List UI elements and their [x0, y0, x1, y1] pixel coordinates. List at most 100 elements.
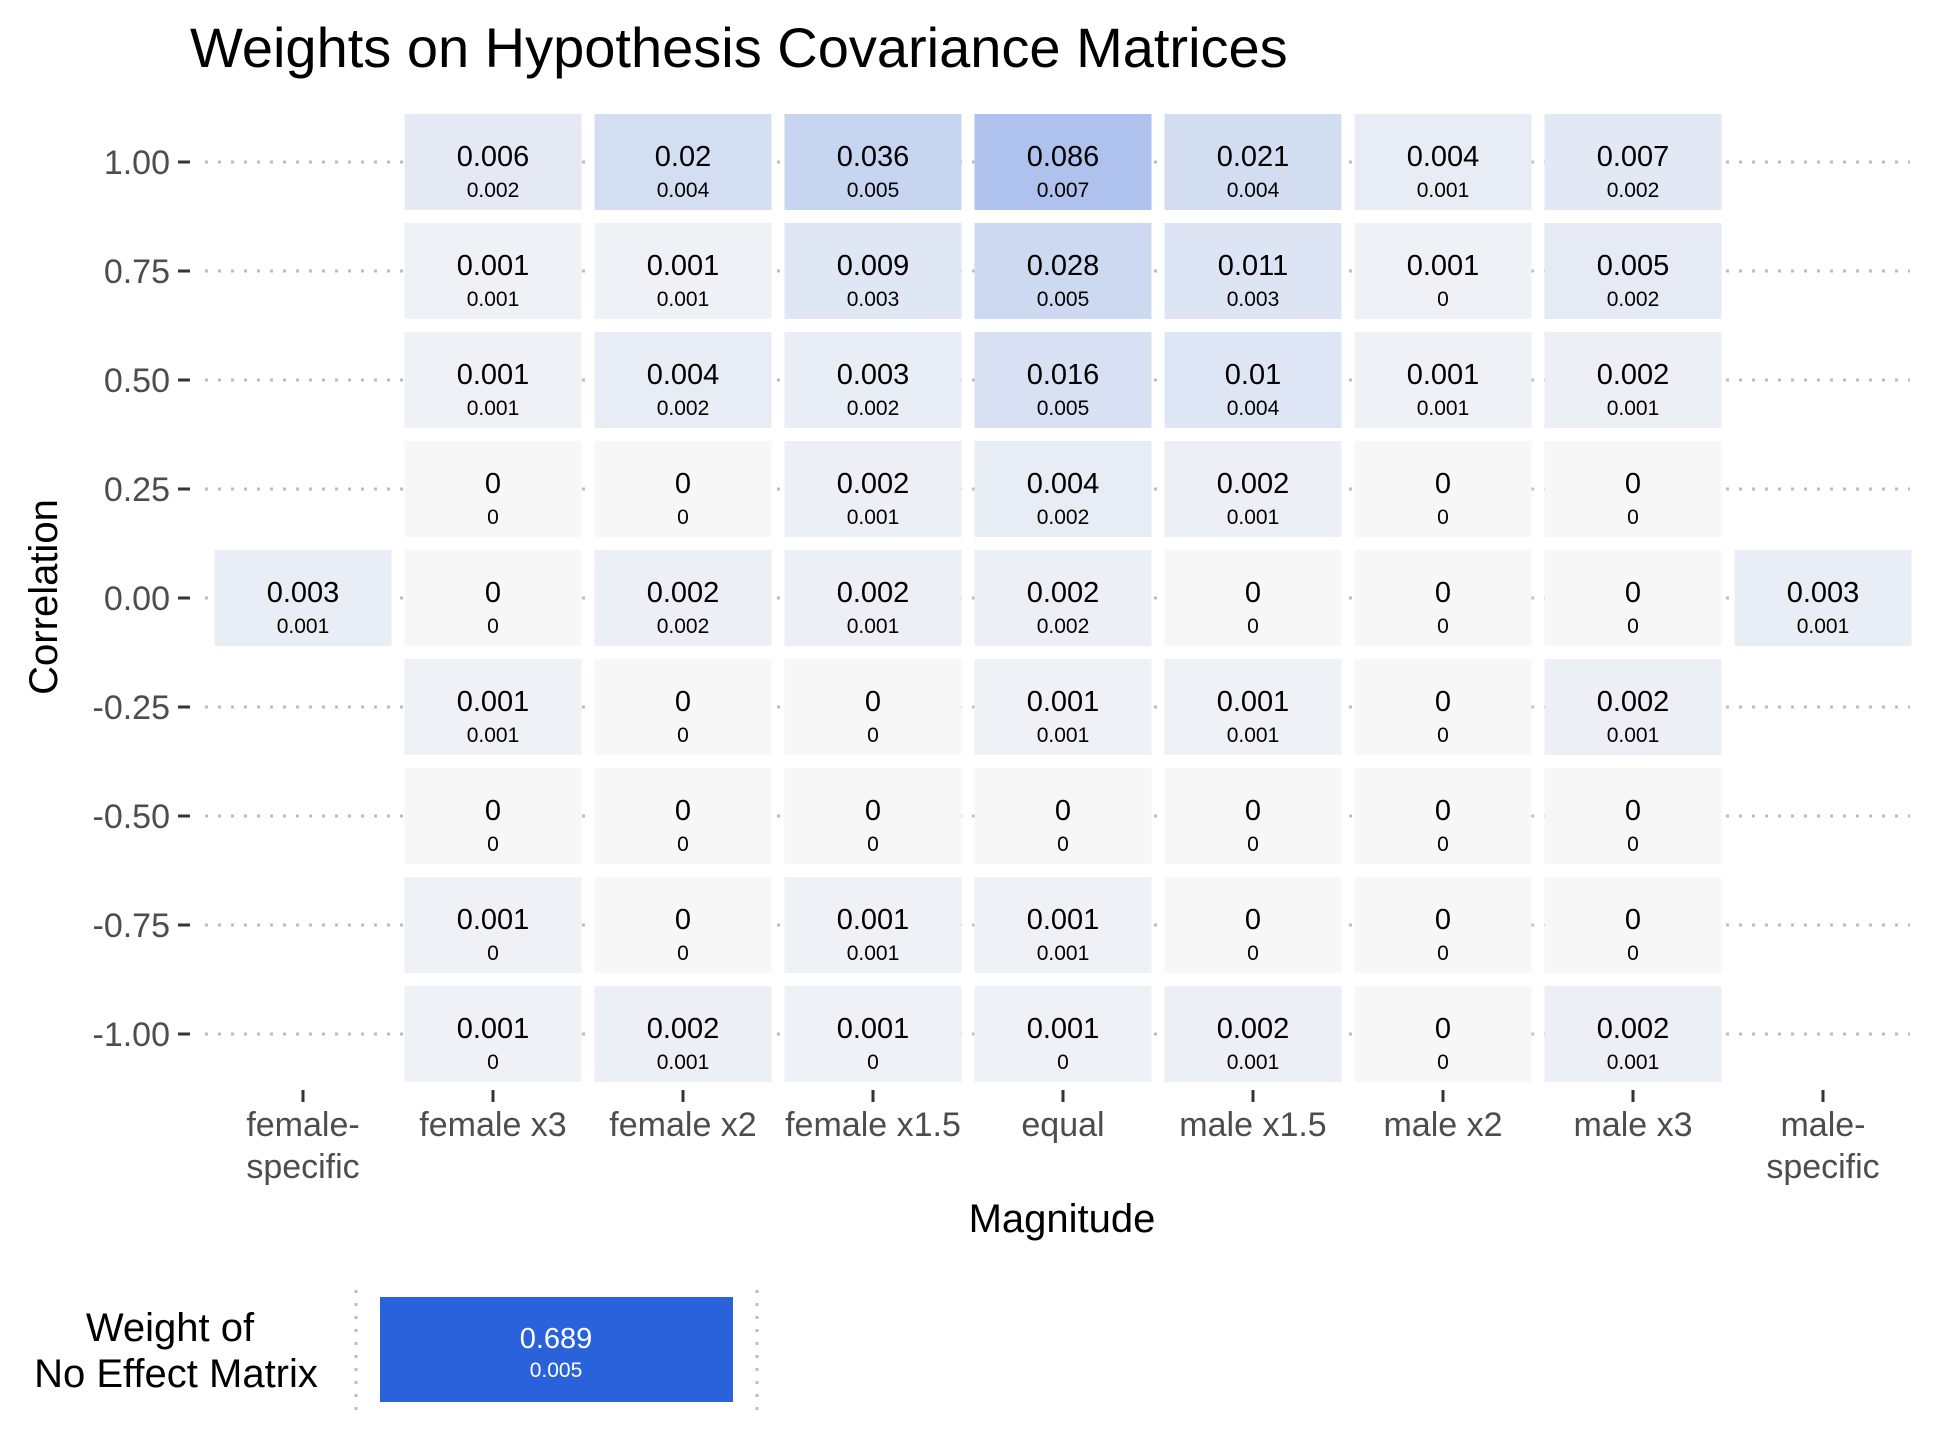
- cell-value-label: 0: [865, 686, 881, 718]
- cell-rect: [1544, 441, 1722, 537]
- cell-sub-label: 0.001: [1607, 397, 1660, 420]
- heatmap-cell: 0.002 0.001: [1164, 441, 1342, 537]
- cell-sub-label: 0.001: [847, 615, 900, 638]
- cell-sub-label: 0.004: [1227, 397, 1280, 420]
- cell-value-label: 0.002: [1027, 577, 1100, 609]
- cell-sub-label: 0: [677, 724, 689, 747]
- cell-sub-label: 0.001: [1797, 615, 1850, 638]
- cell-rect: [1544, 550, 1722, 646]
- x-tick-label: female x2: [609, 1106, 756, 1144]
- cell-rect: [1354, 223, 1532, 319]
- heatmap-cell: 00: [1544, 441, 1722, 537]
- cell-value-label: 0.001: [1217, 686, 1290, 718]
- cell-rect: [1354, 550, 1532, 646]
- cell-value-label: 0.001: [457, 904, 530, 936]
- cell-rect: [1544, 768, 1722, 864]
- cell-rect: [1354, 768, 1532, 864]
- cell-rect: [1164, 768, 1342, 864]
- cell-rect: [784, 114, 962, 210]
- cell-sub-label: 0: [867, 724, 879, 747]
- cell-value-label: 0.001: [1027, 1013, 1100, 1045]
- heatmap-cell: 00: [404, 768, 582, 864]
- cell-sub-label: 0: [487, 833, 499, 856]
- heatmap-cell: 0.002 0.001: [784, 550, 962, 646]
- cell-rect: [214, 550, 392, 646]
- cell-value-label: 0.001: [647, 250, 720, 282]
- cell-value-label: 0: [1245, 577, 1261, 609]
- cell-rect: [594, 441, 772, 537]
- x-axis-title: Magnitude: [969, 1197, 1156, 1241]
- heatmap-cell: 0.011 0.003: [1164, 223, 1342, 319]
- x-tick-label: male x2: [1383, 1106, 1502, 1144]
- cell-sub-label: 0: [1437, 615, 1449, 638]
- cell-value-label: 0.001: [1407, 250, 1480, 282]
- heatmap-cell: 0.002 0.001: [1544, 332, 1722, 428]
- cell-rect: [594, 986, 772, 1082]
- cell-rect: [1354, 441, 1532, 537]
- cell-value-label: 0.004: [1027, 468, 1100, 500]
- cell-rect: [404, 768, 582, 864]
- cell-sub-label: 0.002: [657, 615, 710, 638]
- cell-rect: [404, 114, 582, 210]
- cell-rect: [594, 223, 772, 319]
- heatmap-cell: 00: [404, 550, 582, 646]
- cell-value-label: 0.003: [837, 359, 910, 391]
- cell-value-label: 0.002: [1217, 1013, 1290, 1045]
- cell-rect: [1164, 114, 1342, 210]
- cell-sub-label: 0: [1057, 1051, 1069, 1074]
- cell-value-label: 0: [485, 577, 501, 609]
- cell-rect: [784, 550, 962, 646]
- cells-layer: 0.0060.0020.020.0040.0360.0050.0860.0070…: [214, 114, 1912, 1082]
- cell-sub-label: 0: [1627, 615, 1639, 638]
- cell-value-label: 0.002: [1217, 468, 1290, 500]
- cell-value-label: 0: [1055, 795, 1071, 827]
- heatmap-cell: 0.001 0: [1354, 223, 1532, 319]
- y-tick-label: -0.25: [93, 689, 171, 727]
- x-tick-label-line2: specific: [1766, 1148, 1879, 1186]
- cell-rect: [1164, 659, 1342, 755]
- cell-value-label: 0.001: [1027, 686, 1100, 718]
- cell-rect: [594, 768, 772, 864]
- cell-sub-label: 0.001: [657, 288, 710, 311]
- cell-value-label: 0: [485, 468, 501, 500]
- cell-sub-label: 0.001: [1227, 1051, 1280, 1074]
- cell-sub-label: 0.005: [847, 179, 900, 202]
- heatmap-cell: 0.001 0.001: [974, 877, 1152, 973]
- heatmap-cell: 00: [594, 441, 772, 537]
- cell-rect: [594, 659, 772, 755]
- cell-sub-label: 0: [1627, 506, 1639, 529]
- cell-sub-label: 0.001: [1607, 1051, 1660, 1074]
- cell-value-label: 0.006: [457, 141, 530, 173]
- cell-sub-label: 0.002: [1037, 506, 1090, 529]
- heatmap-cell: 00: [404, 441, 582, 537]
- cell-value-label: 0: [675, 468, 691, 500]
- cell-rect: [1544, 332, 1722, 428]
- cell-rect: [404, 441, 582, 537]
- cell-sub-label: 0.007: [1037, 179, 1090, 202]
- heatmap-cell: 0.001 0.001: [404, 223, 582, 319]
- heatmap-cell: 0.009 0.003: [784, 223, 962, 319]
- cell-sub-label: 0: [1437, 833, 1449, 856]
- cell-sub-label: 0: [487, 942, 499, 965]
- y-tick-label: 0.75: [104, 253, 170, 291]
- cell-value-label: 0.005: [1597, 250, 1670, 282]
- cell-sub-label: 0: [867, 1051, 879, 1074]
- heatmap-cell: 00: [1354, 768, 1532, 864]
- heatmap-cell: 00: [594, 768, 772, 864]
- cell-sub-label: 0.001: [1607, 724, 1660, 747]
- cell-sub-label: 0: [1247, 833, 1259, 856]
- cell-value-label: 0.009: [837, 250, 910, 282]
- cell-value-label: 0.002: [647, 577, 720, 609]
- cell-rect: [1164, 332, 1342, 428]
- heatmap-cell: 00: [1164, 550, 1342, 646]
- cell-value-label: 0: [1245, 904, 1261, 936]
- cell-sub-label: 0.001: [467, 724, 520, 747]
- y-tick-label: -1.00: [93, 1016, 171, 1054]
- cell-rect: [784, 768, 962, 864]
- heatmap-cell: 0.016 0.005: [974, 332, 1152, 428]
- cell-value-label: 0.001: [457, 686, 530, 718]
- heatmap-cell: 0.002 0.001: [594, 986, 772, 1082]
- heatmap-cell: 0.002 0.001: [1544, 986, 1722, 1082]
- cell-value-label: 0: [675, 686, 691, 718]
